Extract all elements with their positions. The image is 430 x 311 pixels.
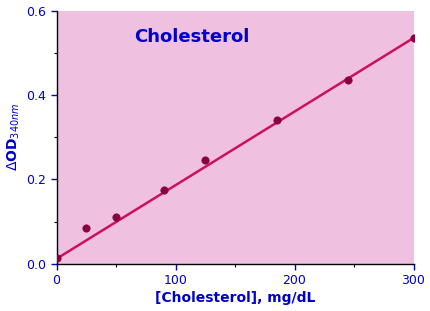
Y-axis label: $\Delta$OD$_{340nm}$: $\Delta$OD$_{340nm}$ — [6, 103, 22, 171]
Point — [160, 188, 167, 193]
Point — [409, 35, 416, 40]
Point — [112, 215, 119, 220]
Point — [83, 225, 89, 230]
Point — [201, 158, 208, 163]
Text: Cholesterol: Cholesterol — [134, 28, 249, 46]
Point — [344, 78, 351, 83]
X-axis label: [Cholesterol], mg/dL: [Cholesterol], mg/dL — [154, 291, 314, 305]
Point — [273, 118, 280, 123]
Point — [53, 255, 60, 260]
